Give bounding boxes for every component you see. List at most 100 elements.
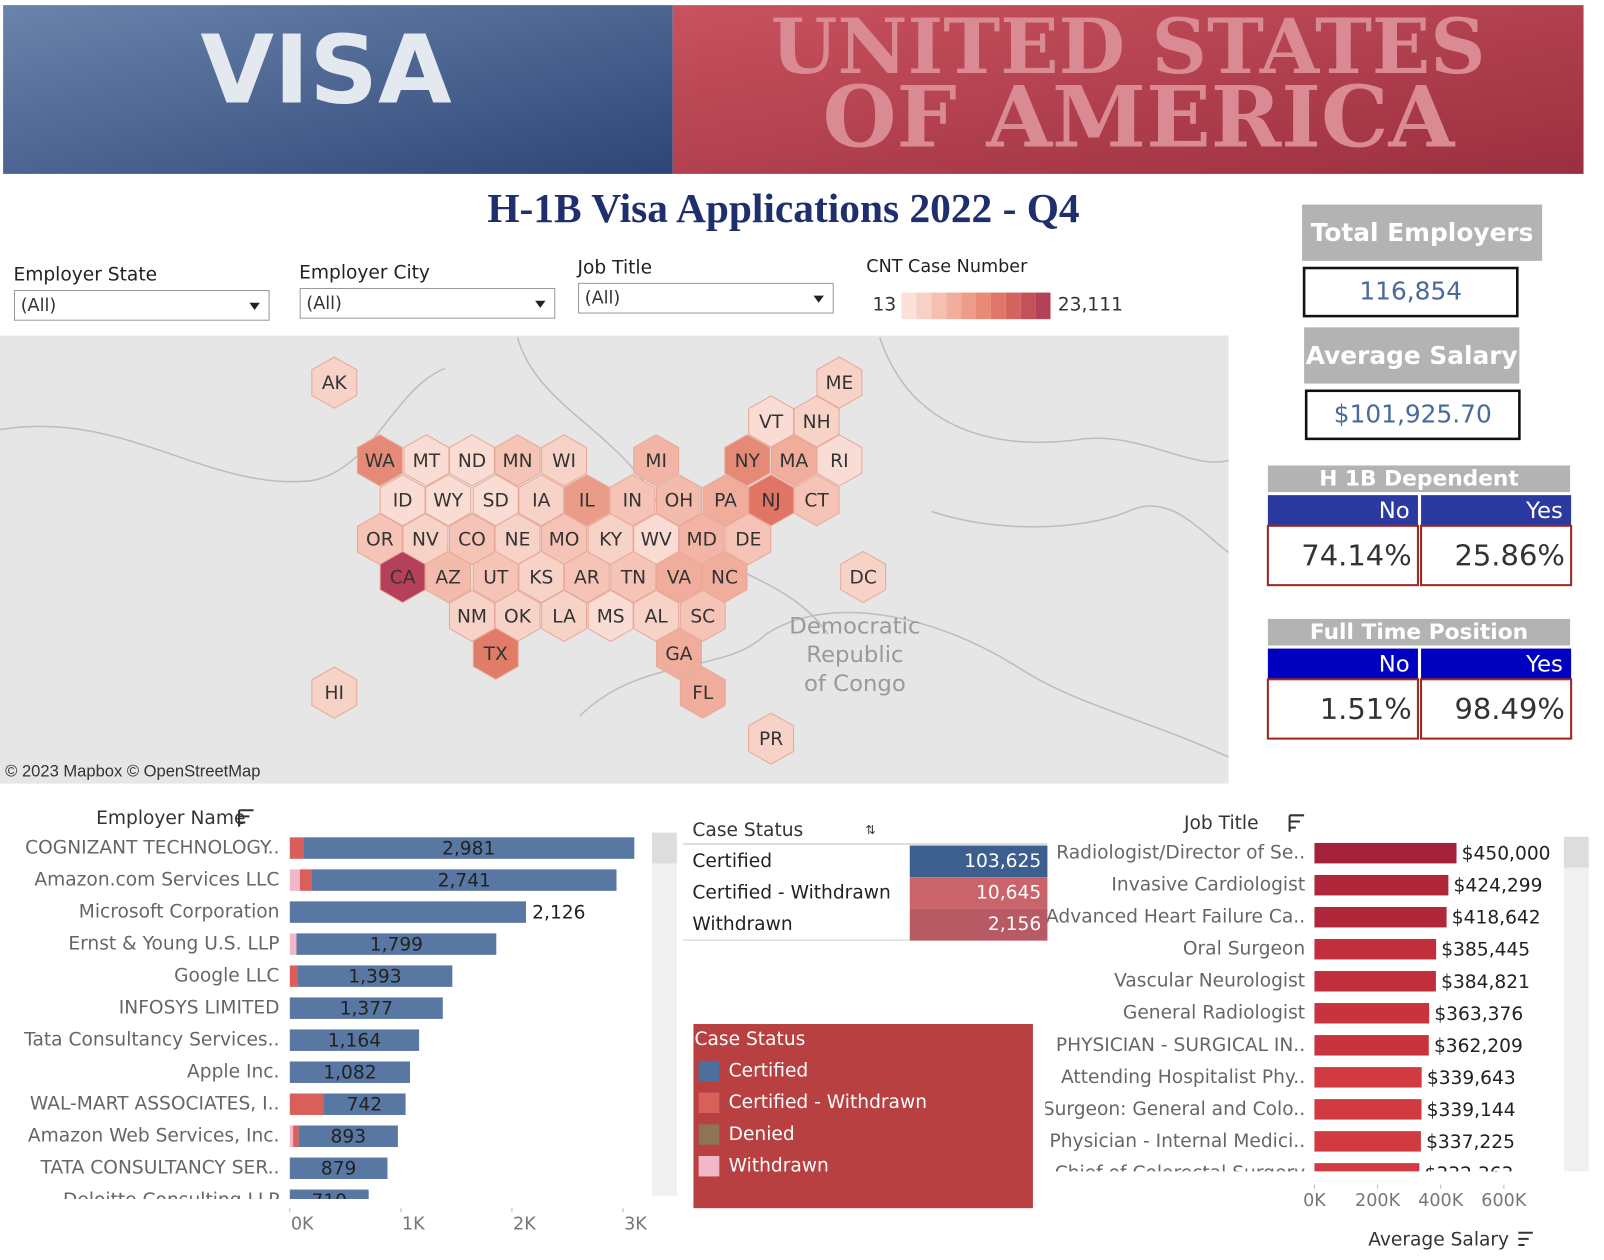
state-label: MN [502,451,532,472]
table-header: Case Status [692,820,803,841]
legend-title: Case Status [694,1029,805,1050]
state-hex[interactable] [816,434,863,487]
legend-label[interactable]: Withdrawn [729,1156,829,1177]
state-label: OH [665,491,694,512]
bar-segment [303,837,635,859]
state-hex[interactable] [655,474,702,527]
state-hex[interactable] [679,589,726,643]
split-value: 74.14% [1301,539,1411,573]
state-hex[interactable] [311,666,358,719]
state-hex[interactable] [748,395,795,448]
x-tick-label: 200K [1355,1191,1401,1211]
state-hex[interactable] [563,474,610,527]
filter-dropdown[interactable] [13,290,270,321]
table-cell [909,877,1048,909]
state-label: IL [579,491,596,512]
state-hex[interactable] [518,474,565,527]
state-hex[interactable] [563,550,610,604]
scrollbar-thumb[interactable] [1563,836,1589,868]
value-label: 742 [347,1095,383,1116]
state-hex[interactable] [770,434,817,487]
value-label: $363,376 [1434,1004,1523,1025]
legend-title: CNT Case Number [866,257,1028,277]
state-hex[interactable] [655,627,702,680]
state-label: DE [735,530,761,551]
filter-label: Job Title [577,258,653,279]
state-hex[interactable] [379,474,426,527]
state-hex[interactable] [541,434,588,487]
state-hex[interactable] [379,550,426,604]
banner-left [3,5,673,174]
state-hex[interactable] [518,550,565,604]
legend-label[interactable]: Certified - Withdrawn [729,1092,927,1113]
scrollbar-thumb[interactable] [652,832,677,864]
banner-text: OF AMERICA [823,68,1456,166]
kpi-header [1302,204,1543,261]
kpi-value: 116,854 [1359,277,1462,306]
state-hex[interactable] [494,434,541,487]
table-value: 10,645 [976,883,1041,904]
legend-label[interactable]: Denied [729,1124,795,1145]
table-cell [909,908,1048,941]
state-hex[interactable] [724,434,771,487]
state-label: OR [366,530,394,551]
state-label: ME [825,373,853,394]
value-label: $332,363 [1425,1164,1514,1185]
category-label: Vascular Neurologist [1114,971,1305,992]
state-hex[interactable] [725,512,772,566]
state-hex[interactable] [679,666,726,719]
state-hex[interactable] [702,474,749,527]
sort-icon: ⇅ [865,823,875,837]
filter-label: Employer State [13,265,157,286]
state-hex[interactable] [472,627,519,680]
state-hex[interactable] [793,395,840,448]
x-tick-label: 400K [1418,1191,1464,1211]
category-label: Attending Hospitalist Phy.. [1061,1067,1305,1088]
state-hex[interactable] [793,474,840,527]
state-hex[interactable] [356,434,403,487]
state-hex[interactable] [311,356,358,409]
scrollbar[interactable] [652,832,677,1196]
bar-segment [289,1189,369,1199]
scrollbar[interactable] [1563,836,1589,1172]
filter-dropdown[interactable] [299,287,556,319]
state-hex[interactable] [748,474,795,527]
state-hex[interactable] [816,356,863,409]
split-column-header [1267,495,1418,526]
state-hex[interactable] [425,550,472,604]
map-border [879,337,1229,463]
kpi-box [1304,389,1521,441]
filter-value: (All) [585,289,621,309]
legend-swatch [931,292,947,320]
state-hex[interactable] [448,512,495,566]
state-hex[interactable] [748,712,795,765]
value-label: 1,082 [323,1063,376,1084]
state-hex[interactable] [633,434,680,487]
value-label: $337,225 [1426,1132,1515,1153]
state-label: WY [433,491,463,512]
split-column: Yes [1525,652,1563,678]
state-hex[interactable] [425,474,472,527]
state-label: RI [830,451,848,472]
state-hex[interactable] [541,589,588,643]
state-hex[interactable] [403,434,450,487]
state-hex[interactable] [610,550,657,604]
state-label: VT [759,412,784,433]
category-label: Oral Surgeon [1183,939,1305,960]
state-hex[interactable] [840,550,887,604]
state-hex[interactable] [655,550,702,604]
state-hex[interactable] [448,589,495,643]
state-label: WA [365,451,395,472]
state-label: SC [690,606,715,627]
legend-label[interactable]: Certified [729,1061,809,1082]
state-hex[interactable] [587,589,634,643]
split-header [1267,465,1571,493]
split-cell [1266,678,1419,740]
kpi-title: Total Employers [1311,218,1534,247]
filter-dropdown[interactable] [578,282,834,314]
state-label: MS [597,606,625,627]
sort-icon [1518,1231,1533,1247]
value-label: 2,981 [442,839,495,860]
state-hex[interactable] [448,434,495,487]
